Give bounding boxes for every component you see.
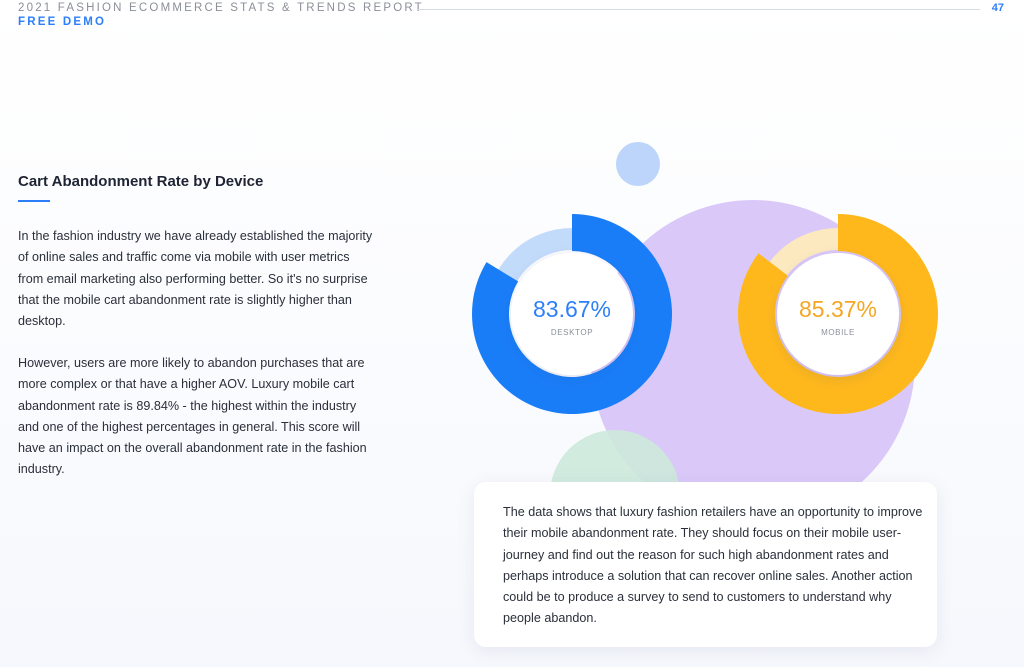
info-card: The data shows that luxury fashion retai… <box>474 482 937 647</box>
page-number: 47 <box>991 2 1004 14</box>
report-header: 2021 FASHION ECOMMERCE STATS & TRENDS RE… <box>18 0 1008 34</box>
mobile-category-label: MOBILE <box>821 328 855 337</box>
section-title: Cart Abandonment Rate by Device <box>18 173 264 190</box>
mobile-value-label: 85.37% <box>799 296 877 322</box>
decorative-bubble-small <box>616 142 660 186</box>
header-divider <box>418 9 980 10</box>
body-paragraph-2: However, users are more likely to abando… <box>18 356 367 477</box>
free-demo-label: FREE DEMO <box>18 16 107 28</box>
desktop-center-disc <box>511 253 633 375</box>
mobile-value-arc <box>738 214 939 415</box>
desktop-category-label: DESKTOP <box>551 328 593 337</box>
desktop-value-arc <box>472 214 672 414</box>
desktop-value-label: 83.67% <box>533 296 611 322</box>
mobile-center-disc <box>777 253 899 375</box>
mobile-donut: 85.37% MOBILE <box>738 214 939 415</box>
desktop-donut: 83.67% DESKTOP <box>472 214 672 414</box>
info-card-text: The data shows that luxury fashion retai… <box>503 505 923 626</box>
body-paragraph-1: In the fashion industry we have already … <box>18 229 373 329</box>
report-title: 2021 FASHION ECOMMERCE STATS & TRENDS RE… <box>18 2 424 14</box>
title-underline <box>18 200 50 202</box>
